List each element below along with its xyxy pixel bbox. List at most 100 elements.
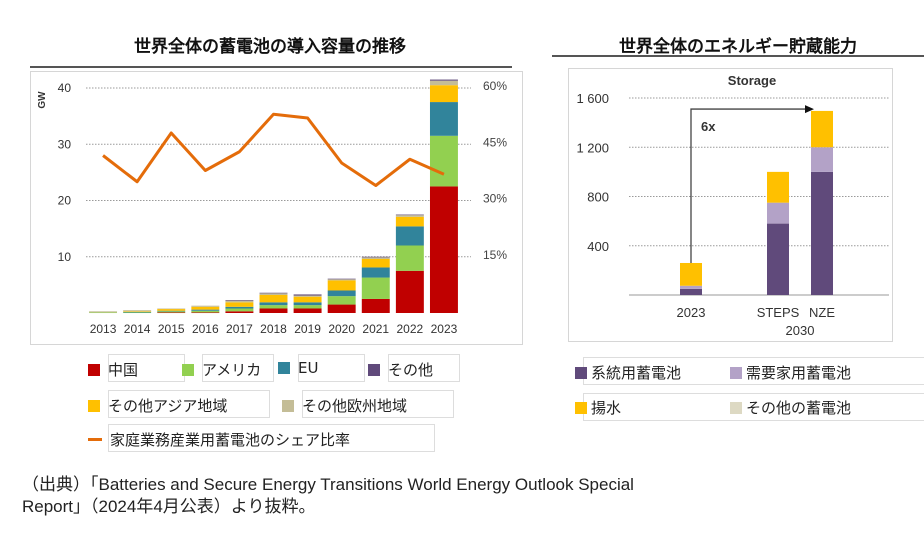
legend-color-swatch [182, 363, 194, 376]
source-line-1: （出典）「Batteries and Secure Energy Transit… [22, 475, 634, 494]
legend-frame [583, 357, 924, 385]
left-chart: GW 10 15% 20 30% 30 45% 40 60% 2013 2014 2015 2016 20… [37, 79, 507, 336]
x-tick-label: 2021 [362, 322, 389, 336]
bar-segment-0 [395, 270, 424, 313]
x-tick-label: 2015 [158, 322, 185, 336]
bar-segment-1 [191, 310, 220, 313]
x-tick-label: STEPS [757, 305, 800, 320]
legend-label: アメリカ [202, 361, 262, 379]
legend-line-swatch [88, 438, 102, 441]
x-tick-label: 2019 [294, 322, 321, 336]
bar-segment-3 [327, 280, 356, 291]
bar-segment-0 [767, 223, 789, 295]
legend-label: その他の蓄電池 [746, 399, 852, 417]
y-tick-label: 10 [58, 250, 72, 264]
bar-segment-5 [395, 214, 424, 216]
right-chart-panel: Storage 400 800 1 200 1 600 2023 STEPS NZE 2030 6… [568, 68, 893, 342]
bar-segment-0 [191, 312, 220, 314]
bar-segment-3 [123, 311, 152, 312]
bar-segment-4 [361, 257, 390, 259]
x-tick-label: 2022 [397, 322, 424, 336]
x-tick-label: 2023 [431, 322, 458, 336]
bar-segment-0 [811, 171, 833, 295]
bar-segment-1 [157, 311, 186, 313]
bar-segment-1 [767, 202, 789, 224]
bar-segment-2 [191, 309, 220, 311]
storage-chart-title: Storage [728, 73, 776, 88]
bar-segment-1 [293, 305, 322, 309]
bar-segment-2 [259, 302, 288, 306]
bar-segment-0 [293, 308, 322, 313]
legend-item: その他欧州地域 [282, 395, 407, 416]
bar-segment-4 [89, 311, 118, 313]
legend-color-swatch [730, 366, 742, 379]
bar-segment-1 [811, 147, 833, 172]
legend-frame [583, 393, 924, 421]
bar-segment-5 [361, 256, 390, 258]
legend-item: その他アジア地域 [88, 395, 227, 416]
left-title-rule [30, 66, 512, 68]
bar-segment-2 [680, 262, 702, 286]
legend-color-swatch [575, 366, 587, 379]
x-tick-label: 2020 [328, 322, 355, 336]
legend-label: 需要家用蓄電池 [746, 364, 852, 382]
x-tick-label: 2017 [226, 322, 253, 336]
growth-arrow [690, 108, 806, 263]
right-chart-title: 世界全体のエネルギー貯蔵能力 [619, 37, 857, 57]
legend-label: 系統用蓄電池 [591, 364, 682, 382]
legend-frame [108, 424, 435, 452]
x-tick-label: 2016 [192, 322, 219, 336]
bar-segment-4 [293, 295, 322, 297]
bar-segment-1 [361, 277, 390, 299]
bar-segment-1 [123, 312, 152, 314]
bar-segment-2 [293, 302, 322, 306]
y-tick-label: 400 [587, 239, 609, 254]
bar-segment-4 [429, 80, 458, 86]
y2-tick-label: 15% [483, 248, 507, 262]
legend-label: その他 [388, 361, 434, 379]
legend-color-swatch [278, 362, 290, 374]
bar-segment-2 [157, 310, 186, 312]
source-line-2: Report」（2024年4月公表）より抜粋。 [22, 497, 316, 516]
bar-segment-4 [157, 308, 186, 310]
arrow-head-icon [805, 105, 814, 114]
legend-color-swatch [575, 401, 587, 414]
legend-label: EU [298, 359, 319, 377]
legend-item: その他 [368, 359, 433, 380]
legend-frame [108, 390, 270, 418]
legend-label: 家庭業務産業用蓄電池のシェア比率 [110, 431, 351, 449]
bar-segment-2 [225, 306, 254, 309]
bar-segment-1 [89, 312, 118, 314]
x-tick-label: 2013 [90, 322, 117, 336]
bar-segment-1 [680, 285, 702, 289]
bar-segment-3 [191, 306, 220, 310]
y-tick-label: 20 [58, 194, 72, 208]
y-tick-label: 40 [58, 81, 72, 95]
bar-segment-1 [225, 308, 254, 312]
legend-item: 揚水 [575, 397, 621, 418]
bar-segment-0 [157, 312, 186, 314]
x-tick-label: NZE [809, 305, 835, 320]
bar-segment-5 [259, 292, 288, 294]
legend-frame [108, 354, 185, 382]
left-chart-panel: GW 10 15% 20 30% 30 45% 40 60% 2013 2014 2015 2016 20… [30, 71, 523, 345]
legend-item: 家庭業務産業用蓄電池のシェア比率 [88, 429, 350, 450]
legend-label: その他欧州地域 [302, 397, 408, 415]
legend-color-swatch [88, 363, 100, 376]
bar-segment-3 [259, 295, 288, 303]
y2-tick-label: 60% [483, 79, 507, 93]
y-tick-label: 1 600 [576, 91, 609, 106]
legend-item: 中国 [88, 359, 138, 380]
bar-segment-5 [225, 300, 254, 301]
bar-segment-3 [157, 309, 186, 311]
bar-segment-3 [395, 216, 424, 227]
bar-segment-4 [395, 215, 424, 217]
y-tick-label: 1 200 [576, 140, 609, 155]
bar-segment-0 [361, 298, 390, 313]
legend-color-swatch [282, 399, 294, 412]
bar-segment-4 [191, 305, 220, 307]
x-group-label: 2030 [786, 323, 815, 338]
legend-label: その他アジア地域 [108, 397, 228, 415]
bar-segment-3 [293, 296, 322, 303]
legend-frame [302, 390, 454, 418]
